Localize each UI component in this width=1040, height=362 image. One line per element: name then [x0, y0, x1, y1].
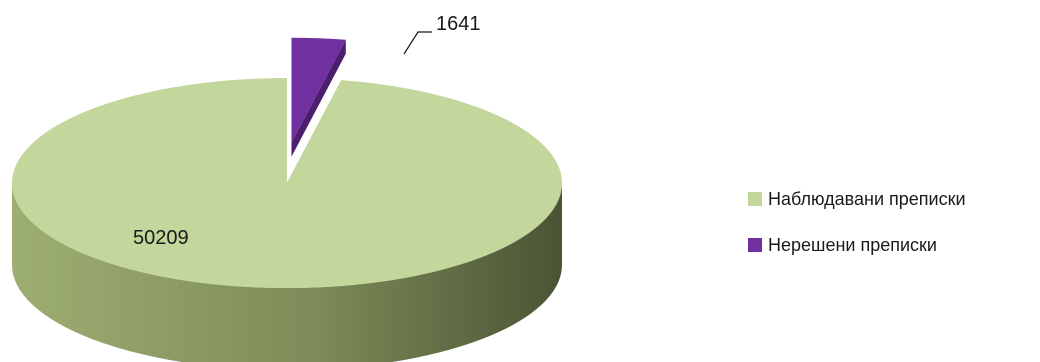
legend-swatch-observed	[748, 192, 762, 206]
slice-observed	[11, 78, 562, 289]
legend-swatch-unresolved	[748, 238, 762, 252]
slice-unresolved-side	[291, 39, 346, 157]
slice-observed-side	[12, 183, 562, 362]
leader-line-unresolved	[403, 31, 432, 55]
legend-item-unresolved: Нерешени преписки	[748, 234, 966, 256]
data-label-unresolved: 1641	[436, 13, 481, 35]
legend-item-observed: Наблюдавани преписки	[748, 188, 966, 210]
slice-unresolved	[291, 37, 346, 143]
data-label-observed: 50209	[133, 227, 189, 249]
legend-label-unresolved: Нерешени преписки	[768, 234, 937, 255]
legend: Наблюдавани преписки Нерешени преписки	[748, 188, 966, 280]
legend-label-observed: Наблюдавани преписки	[768, 188, 966, 209]
